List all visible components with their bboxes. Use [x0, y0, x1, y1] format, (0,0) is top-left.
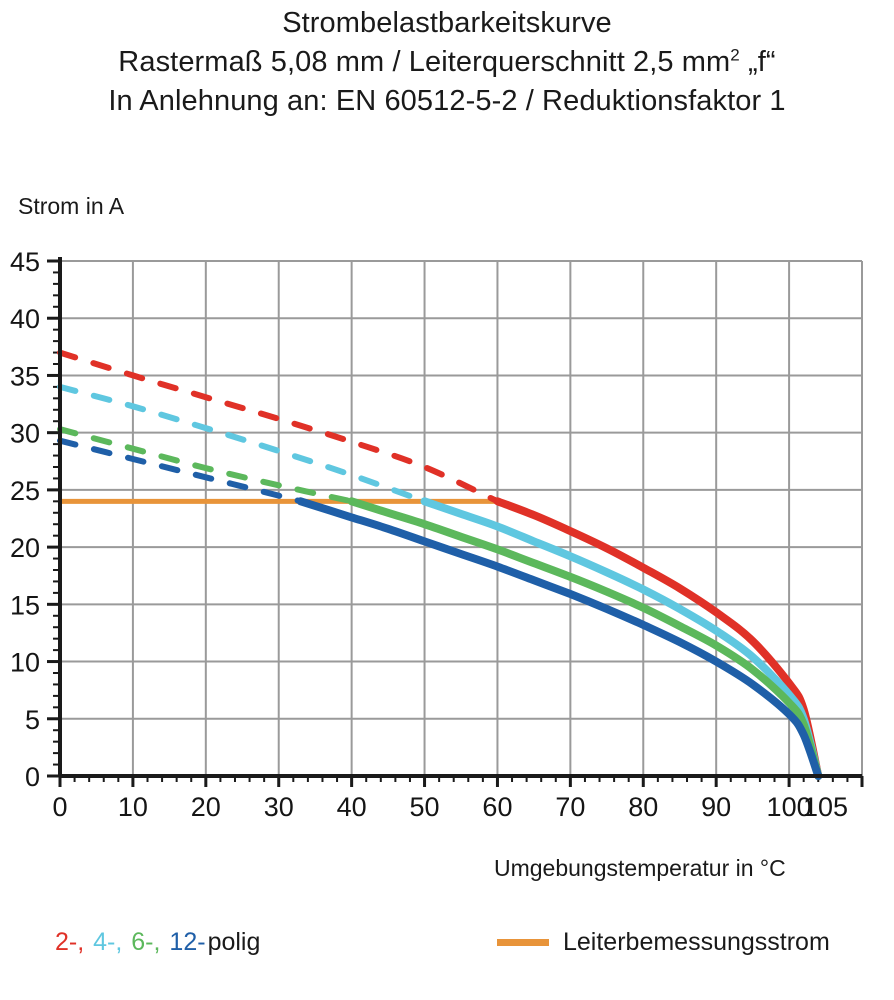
legend-item-6-polig: 6-, — [131, 928, 161, 956]
chart-title-superscript: 2 — [730, 45, 740, 65]
legend-rated-swatch-icon — [497, 939, 549, 946]
chart-title-line-2: Rastermaß 5,08 mm / Leiterquerschnitt 2,… — [0, 43, 894, 82]
legend-poles-group: 2-, 4-, 6-, 12-polig — [55, 928, 262, 957]
grid-lines — [60, 260, 863, 776]
axis-lines — [58, 257, 862, 778]
x-tick-label: 100 — [767, 792, 812, 822]
x-tick-label: 90 — [701, 792, 731, 822]
x-tick-label: 30 — [264, 792, 294, 822]
x-tick-label: 20 — [191, 792, 221, 822]
y-tick-label: 5 — [25, 705, 40, 735]
legend-poles-suffix: polig — [207, 928, 261, 956]
y-tick-label: 40 — [10, 304, 40, 334]
chart-title-block: Strombelastbarkeitskurve Rastermaß 5,08 … — [0, 4, 894, 121]
legend-rated-current: Leiterbemessungsstrom — [497, 928, 830, 957]
series-curves — [57, 349, 823, 780]
x-tick-label: 50 — [410, 792, 440, 822]
x-tick-label: 60 — [482, 792, 512, 822]
chart-title-line-1: Strombelastbarkeitskurve — [282, 7, 612, 39]
chart-legend: 2-, 4-, 6-, 12-polig Leiterbemessungsstr… — [0, 928, 894, 978]
x-axis-title: Umgebungstemperatur in °C — [494, 855, 786, 881]
x-tick-label: 70 — [555, 792, 585, 822]
chart-title-line-2-text: Rastermaß 5,08 mm / Leiterquerschnitt 2,… — [118, 46, 731, 78]
legend-item-2-polig: 2-, — [55, 928, 85, 956]
legend-item-12-polig: 12- — [169, 928, 206, 956]
legend-rated-label: Leiterbemessungsstrom — [563, 928, 830, 956]
y-tick-label: 25 — [10, 476, 40, 506]
y-tick-label: 45 — [10, 247, 40, 277]
x-tick-label: 80 — [628, 792, 658, 822]
y-tick-label: 35 — [10, 361, 40, 391]
y-tick-label: 10 — [10, 648, 40, 678]
tick-labels: 0 5 10 15 20 25 30 35 40 45 0 10 20 30 40 50 60 70 80 90 100… — [10, 247, 848, 822]
y-tick-label: 0 — [25, 762, 40, 792]
x-tick-label: 105 — [803, 792, 848, 822]
chart-title-line-3: In Anlehnung an: EN 60512-5-2 / Reduktio… — [108, 85, 786, 117]
y-tick-label: 20 — [10, 533, 40, 563]
x-tick-label: 10 — [118, 792, 148, 822]
axis-ticks — [47, 259, 864, 787]
y-axis-title: Strom in A — [18, 193, 125, 219]
legend-item-4-polig: 4-, — [93, 928, 123, 956]
y-tick-label: 15 — [10, 590, 40, 620]
x-tick-label: 40 — [337, 792, 367, 822]
y-tick-label: 30 — [10, 419, 40, 449]
x-tick-label: 0 — [52, 792, 67, 822]
chart-title-line-2-suffix: „f“ — [739, 46, 776, 78]
